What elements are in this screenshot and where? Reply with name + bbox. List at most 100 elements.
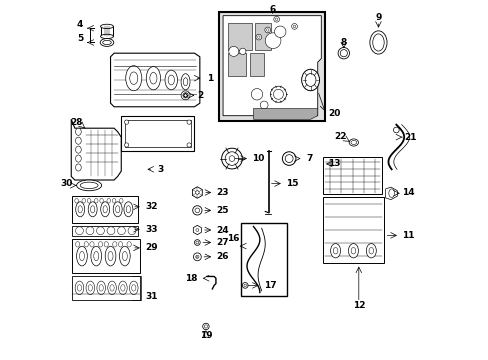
Bar (124, 120, 190, 147)
Bar (72, 276, 140, 300)
Ellipse shape (129, 281, 138, 295)
Ellipse shape (75, 128, 81, 135)
Ellipse shape (229, 156, 234, 161)
Text: 9: 9 (374, 13, 381, 22)
Ellipse shape (77, 180, 102, 191)
Text: 32: 32 (145, 202, 157, 211)
Ellipse shape (350, 140, 356, 144)
Ellipse shape (91, 246, 102, 266)
Polygon shape (385, 187, 397, 200)
Ellipse shape (193, 253, 201, 261)
Ellipse shape (105, 246, 116, 266)
Text: 4: 4 (77, 20, 83, 29)
Ellipse shape (195, 255, 199, 258)
Text: 19: 19 (199, 331, 212, 340)
Text: 1: 1 (206, 74, 213, 83)
Ellipse shape (146, 67, 160, 90)
Text: 8: 8 (340, 38, 346, 47)
Bar (249, 53, 264, 76)
Ellipse shape (101, 34, 113, 39)
Ellipse shape (115, 206, 120, 213)
Ellipse shape (127, 242, 131, 247)
Ellipse shape (273, 17, 279, 22)
Ellipse shape (164, 70, 177, 90)
Text: 16: 16 (227, 234, 240, 243)
Bar (101, 26, 113, 36)
Ellipse shape (112, 198, 116, 203)
Ellipse shape (274, 26, 285, 37)
Text: 11: 11 (402, 231, 414, 240)
Ellipse shape (186, 120, 191, 124)
Ellipse shape (112, 242, 117, 247)
Bar (241, 223, 287, 296)
Text: 15: 15 (285, 179, 298, 188)
Ellipse shape (94, 198, 98, 203)
Ellipse shape (369, 31, 386, 54)
Ellipse shape (393, 127, 398, 133)
Ellipse shape (348, 139, 358, 146)
Ellipse shape (282, 152, 295, 165)
Ellipse shape (75, 137, 81, 144)
Ellipse shape (75, 242, 80, 247)
Text: 24: 24 (216, 225, 229, 234)
Text: 23: 23 (216, 188, 229, 197)
Ellipse shape (194, 240, 200, 246)
Ellipse shape (372, 34, 384, 51)
Text: 6: 6 (269, 5, 275, 14)
Ellipse shape (119, 246, 130, 266)
Ellipse shape (273, 89, 283, 99)
Ellipse shape (75, 281, 83, 295)
Ellipse shape (348, 244, 358, 258)
Ellipse shape (196, 241, 198, 244)
Ellipse shape (251, 89, 262, 100)
Ellipse shape (255, 34, 261, 40)
Ellipse shape (204, 325, 207, 328)
Ellipse shape (87, 198, 91, 203)
Ellipse shape (129, 72, 138, 85)
Ellipse shape (99, 285, 103, 291)
Text: 29: 29 (145, 243, 158, 252)
Ellipse shape (337, 48, 349, 59)
Ellipse shape (86, 281, 94, 295)
Ellipse shape (80, 251, 84, 261)
Ellipse shape (239, 48, 245, 55)
Ellipse shape (101, 24, 113, 28)
Ellipse shape (181, 74, 190, 90)
Ellipse shape (168, 75, 174, 85)
Ellipse shape (90, 206, 95, 213)
Ellipse shape (101, 202, 109, 217)
Ellipse shape (196, 229, 198, 231)
Ellipse shape (118, 242, 122, 247)
Polygon shape (192, 187, 202, 198)
Ellipse shape (264, 33, 281, 49)
Ellipse shape (181, 91, 190, 100)
Ellipse shape (195, 208, 199, 213)
Ellipse shape (98, 242, 102, 247)
Bar (228, 53, 246, 76)
Ellipse shape (100, 198, 103, 203)
Text: 31: 31 (145, 292, 157, 301)
Ellipse shape (102, 40, 111, 45)
Ellipse shape (149, 72, 157, 84)
Ellipse shape (84, 242, 88, 247)
Text: 3: 3 (157, 165, 163, 174)
Text: 27: 27 (216, 238, 229, 247)
Ellipse shape (75, 164, 81, 171)
Text: 7: 7 (305, 154, 312, 163)
Ellipse shape (366, 244, 376, 258)
Ellipse shape (90, 242, 94, 247)
Bar (255, 23, 271, 50)
Text: 21: 21 (404, 132, 416, 141)
Ellipse shape (186, 143, 191, 147)
Bar (228, 23, 251, 50)
Bar (72, 226, 138, 236)
Ellipse shape (291, 23, 297, 29)
Ellipse shape (77, 246, 87, 266)
Ellipse shape (94, 251, 99, 261)
Text: 22: 22 (334, 132, 346, 141)
Ellipse shape (126, 206, 130, 213)
Ellipse shape (77, 285, 81, 291)
Ellipse shape (121, 285, 125, 291)
Ellipse shape (221, 148, 242, 169)
Ellipse shape (97, 281, 105, 295)
